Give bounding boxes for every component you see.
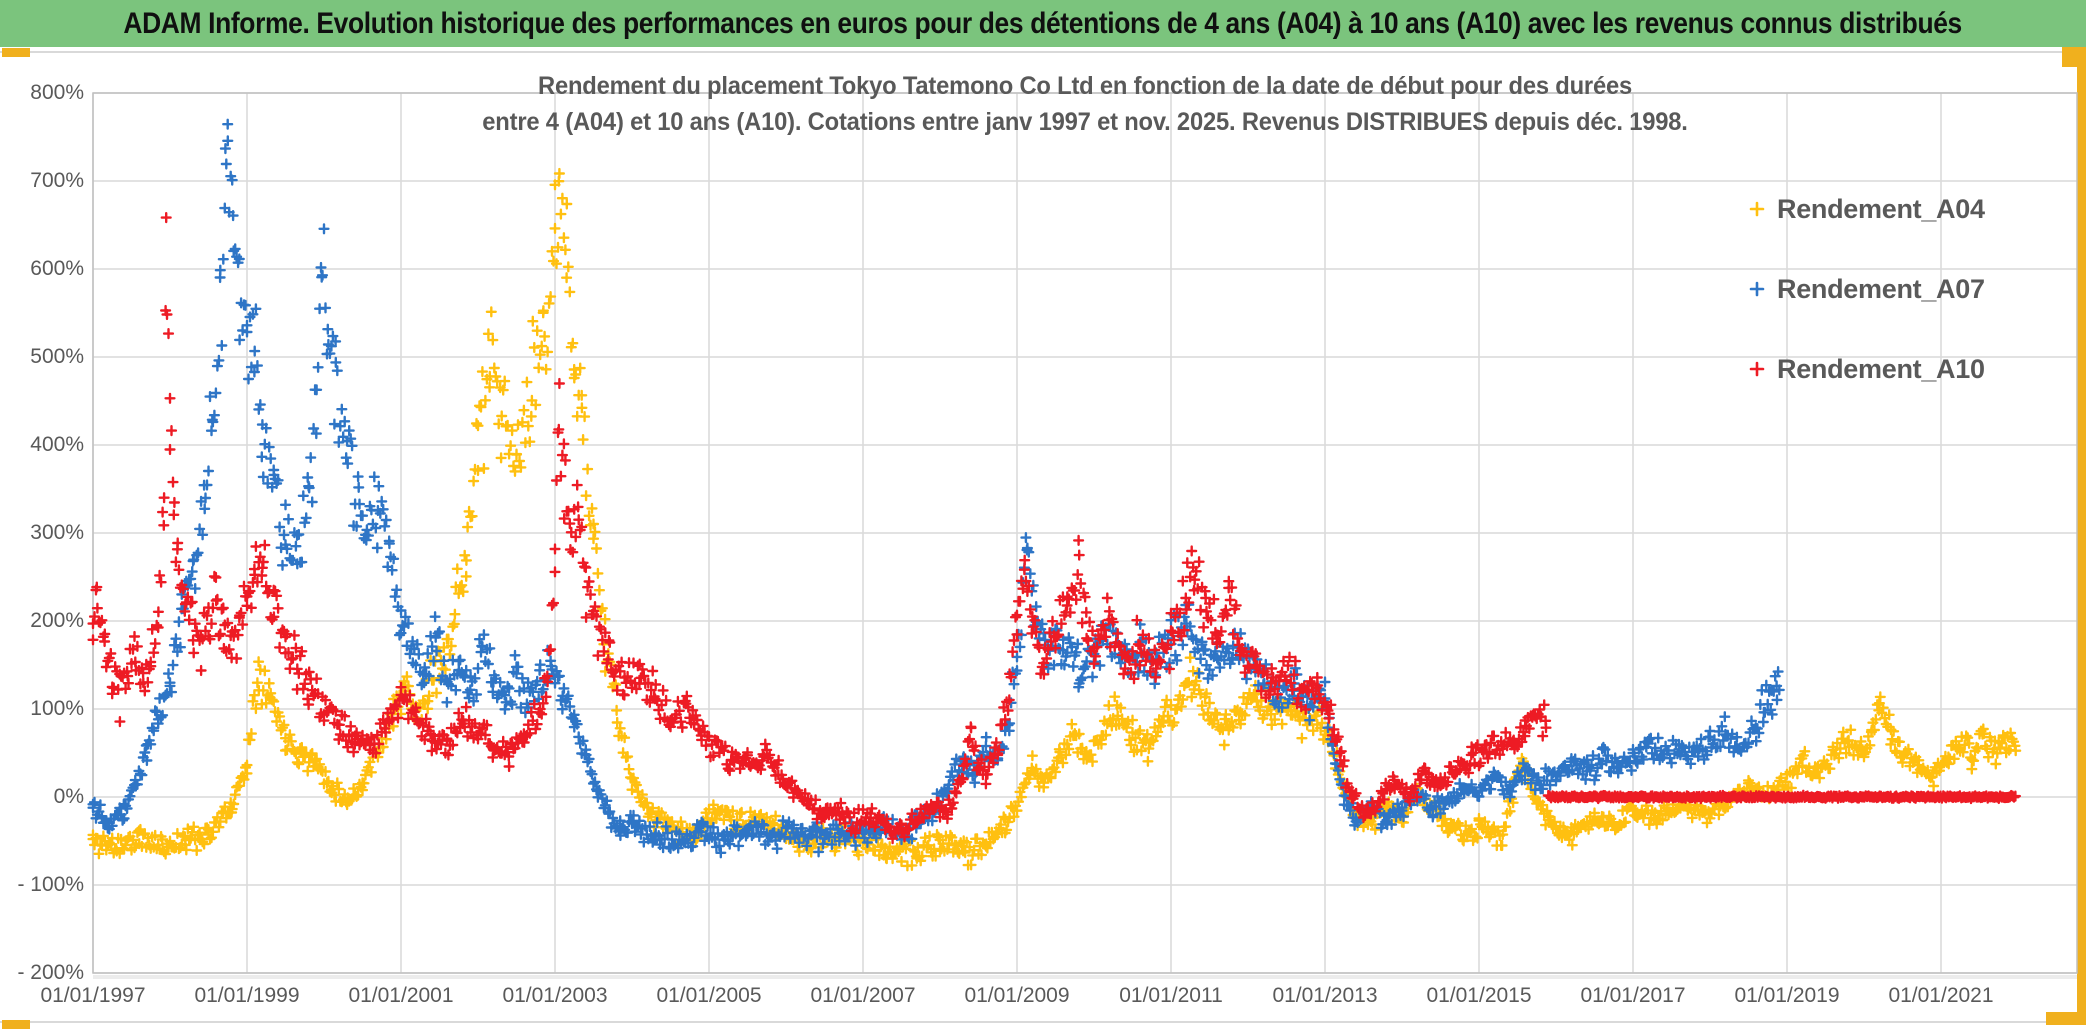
legend-item-Rendement_A07: Rendement_A07 — [1748, 272, 1985, 306]
chart-title: Rendement du placement Tokyo Tatemono Co… — [143, 68, 2028, 140]
y-tick-label: 700% — [30, 169, 84, 192]
series-Rendement_A10 — [87, 212, 1552, 845]
report-title: ADAM Informe. Evolution historique des p… — [123, 6, 1963, 40]
legend-item-Rendement_A04: Rendement_A04 — [1748, 192, 1985, 226]
y-tick-label: 400% — [30, 433, 84, 456]
plot-border — [92, 92, 2078, 974]
chart-title-line-2: entre 4 (A04) et 10 ans (A10). Cotations… — [482, 108, 1688, 136]
y-axis-labels: 800% 700% 600% 500% 400% 300% 200% 100% 0% - 100%… — [0, 0, 84, 1032]
x-tick-label: 01/01/2009 — [964, 984, 1070, 1007]
top-divider — [0, 51, 2086, 53]
bottom-divider — [0, 1021, 2086, 1023]
x-tick-label: 01/01/2021 — [1888, 984, 1994, 1007]
series-Rendement_A10-zero-line — [1542, 789, 2021, 805]
x-tick-label: 01/01/2007 — [810, 984, 916, 1007]
x-tick-label: 01/01/2001 — [348, 984, 454, 1007]
x-tick-label: 01/01/2011 — [1119, 984, 1223, 1007]
legend-item-Rendement_A10: Rendement_A10 — [1748, 352, 1985, 386]
axis-shadow — [93, 975, 2077, 979]
accent-bottom-left — [2, 1020, 30, 1029]
series-Rendement_A04 — [87, 167, 2022, 872]
plus-marker-icon — [1749, 361, 1765, 377]
y-tick-label: - 200% — [17, 961, 84, 984]
y-tick-label: 0% — [53, 785, 84, 808]
x-tick-label: 01/01/2003 — [502, 984, 608, 1007]
legend-label: Rendement_A10 — [1777, 353, 1985, 384]
plus-marker-icon — [1749, 281, 1765, 297]
plus-marker-icon — [1749, 201, 1765, 217]
x-tick-label: 01/01/1999 — [194, 984, 300, 1007]
accent-right-bar — [2077, 47, 2086, 1025]
x-tick-label: 01/01/2013 — [1272, 984, 1378, 1007]
legend-label: Rendement_A07 — [1777, 273, 1985, 304]
chart-title-line-1: Rendement du placement Tokyo Tatemono Co… — [537, 72, 1633, 100]
x-tick-label: 01/01/2005 — [656, 984, 762, 1007]
y-tick-label: 300% — [30, 521, 84, 544]
x-tick-label: 01/01/2015 — [1426, 984, 1532, 1007]
report-banner: ADAM Informe. Evolution historique des p… — [0, 0, 2086, 47]
y-tick-label: 200% — [30, 609, 84, 632]
y-tick-label: - 100% — [17, 873, 84, 896]
series-Rendement_A07 — [87, 118, 1785, 859]
y-tick-label: 500% — [30, 345, 84, 368]
x-tick-label: 01/01/2017 — [1580, 984, 1686, 1007]
accent-top-left — [2, 48, 30, 57]
x-tick-label: 01/01/1997 — [40, 984, 146, 1007]
x-tick-label: 01/01/2019 — [1734, 984, 1840, 1007]
y-tick-label: 600% — [30, 257, 84, 280]
y-tick-label: 800% — [30, 81, 84, 104]
legend-label: Rendement_A04 — [1777, 193, 1985, 224]
accent-bottom-right — [2046, 1012, 2086, 1025]
y-tick-label: 100% — [30, 697, 84, 720]
